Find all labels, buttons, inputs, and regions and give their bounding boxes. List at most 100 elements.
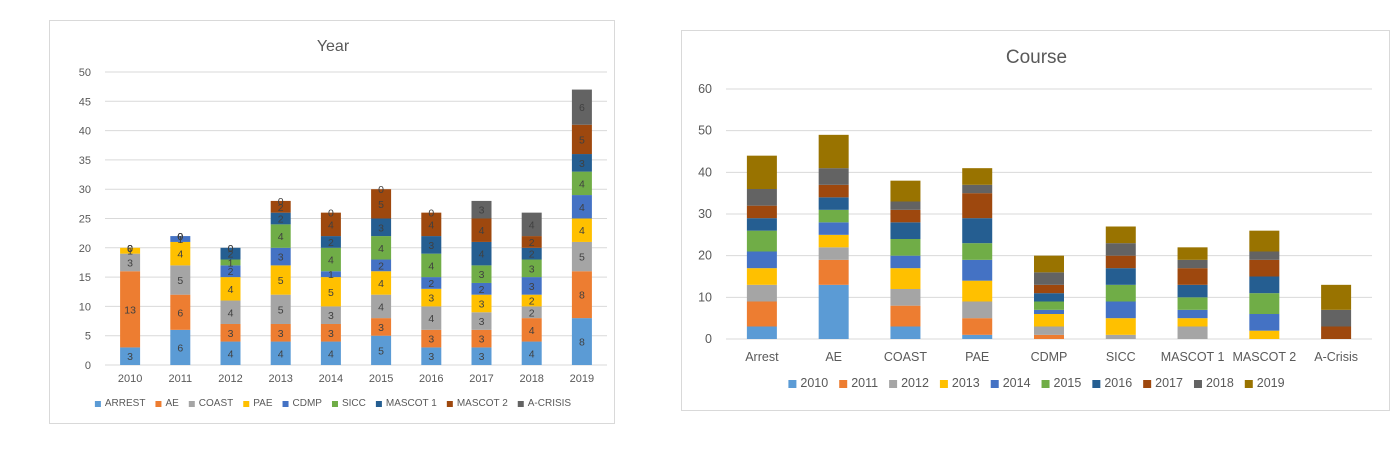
legend-swatch <box>990 380 999 388</box>
data-label: 4 <box>479 225 485 237</box>
bar-segment <box>1177 297 1208 310</box>
bar-segment <box>220 265 241 278</box>
data-label: 0 <box>127 243 133 255</box>
bar-segment <box>320 247 341 272</box>
y-tick-label: 15 <box>79 272 91 284</box>
course-chart: Course 0 10 20 30 40 50 60 Arrest AE COAST PAE CDMP S… <box>681 30 1390 411</box>
data-label: 4 <box>529 219 535 231</box>
bar-segment <box>521 259 542 278</box>
chart-title: Course <box>1006 47 1067 68</box>
bar-segment <box>270 265 291 295</box>
bar-segment <box>120 253 141 272</box>
bar-segment <box>962 168 993 185</box>
data-label: 2 <box>228 249 234 261</box>
x-tick-label: 2012 <box>218 373 242 385</box>
bar-segment <box>1105 301 1136 319</box>
bar-segment <box>571 89 592 125</box>
x-tick-label: 2019 <box>570 373 594 385</box>
bar-segment <box>270 247 291 266</box>
y-tick-label: 35 <box>79 155 91 167</box>
y-tick-label: 10 <box>698 290 712 304</box>
bar-segment <box>890 222 921 239</box>
data-label: 5 <box>328 287 334 299</box>
bar-segment <box>890 239 921 256</box>
data-label: 2 <box>529 249 535 261</box>
data-label: 1 <box>228 257 234 269</box>
bar-segment <box>890 180 921 202</box>
bar-segment <box>421 236 442 254</box>
bar-segment <box>320 212 341 237</box>
bar-segment <box>270 200 291 213</box>
data-label: 2 <box>428 278 434 290</box>
data-label: 3 <box>428 293 434 305</box>
bar-segment <box>1034 314 1064 327</box>
data-label: 4 <box>428 313 434 325</box>
bar-segment <box>371 218 392 237</box>
data-label: 3 <box>278 328 284 340</box>
bar-segment <box>818 234 849 248</box>
chart-title: Year <box>317 38 350 55</box>
bar-segment <box>818 259 849 285</box>
legend-swatch <box>1244 380 1253 388</box>
data-label: 3 <box>378 322 384 334</box>
data-label: 2 <box>529 296 535 308</box>
data-label: 1 <box>177 234 183 246</box>
y-tick-label: 30 <box>698 207 712 221</box>
bar-segment <box>571 124 592 155</box>
data-label: 5 <box>378 199 384 211</box>
bar-segment <box>1034 334 1064 339</box>
data-label: 13 <box>124 304 136 316</box>
legend-swatch <box>889 380 898 388</box>
y-tick-label: 40 <box>698 165 712 179</box>
bar-segment <box>962 243 993 260</box>
bar-segment <box>320 277 341 307</box>
legend-label: 2017 <box>1155 376 1183 390</box>
data-label: 3 <box>378 222 384 234</box>
bar-segment <box>962 218 993 244</box>
x-tick-label: CDMP <box>1031 350 1068 364</box>
bar-segment <box>471 329 492 348</box>
data-label: 2 <box>278 202 284 214</box>
data-label: 0 <box>127 243 133 255</box>
legend-swatch <box>446 401 453 407</box>
data-label: 0 <box>228 243 234 255</box>
data-label: 4 <box>579 178 585 190</box>
bar-segment <box>571 218 592 242</box>
data-label: 4 <box>529 348 535 360</box>
bar-segment <box>818 197 849 210</box>
data-label: 4 <box>228 284 234 296</box>
bar-segment <box>1105 255 1136 269</box>
bar-segment <box>818 168 849 185</box>
legend-swatch <box>282 401 289 407</box>
bar-segment <box>571 171 592 196</box>
bar-segment <box>571 271 592 319</box>
legend-swatch <box>1041 380 1050 388</box>
bar-segment <box>270 323 291 342</box>
bar-segment <box>1034 326 1064 335</box>
bar-segment <box>1105 268 1136 285</box>
data-label: 3 <box>228 328 234 340</box>
data-label: 6 <box>177 307 183 319</box>
data-label: 2 <box>479 284 485 296</box>
bar-segment <box>1249 230 1280 252</box>
bar-segment <box>890 305 921 327</box>
bar-segment <box>1321 284 1352 310</box>
y-tick-label: 0 <box>85 360 91 372</box>
data-label: 3 <box>328 328 334 340</box>
bar-segment <box>1034 255 1064 273</box>
data-label: 0 <box>278 196 284 208</box>
data-label: 0 <box>328 208 334 220</box>
bar-segment <box>320 306 341 324</box>
bar-segment <box>962 334 993 339</box>
y-tick-label: 25 <box>79 214 91 226</box>
x-tick-label: SICC <box>1106 350 1136 364</box>
data-label: 8 <box>579 337 585 349</box>
bar-segment <box>421 288 442 307</box>
bar-segment <box>170 241 191 266</box>
legend-swatch <box>375 401 382 407</box>
y-tick-label: 10 <box>79 301 91 313</box>
data-label: 8 <box>579 290 585 302</box>
bar-segment <box>320 236 341 248</box>
x-tick-label: 2018 <box>519 373 543 385</box>
bar-segment <box>962 184 993 194</box>
